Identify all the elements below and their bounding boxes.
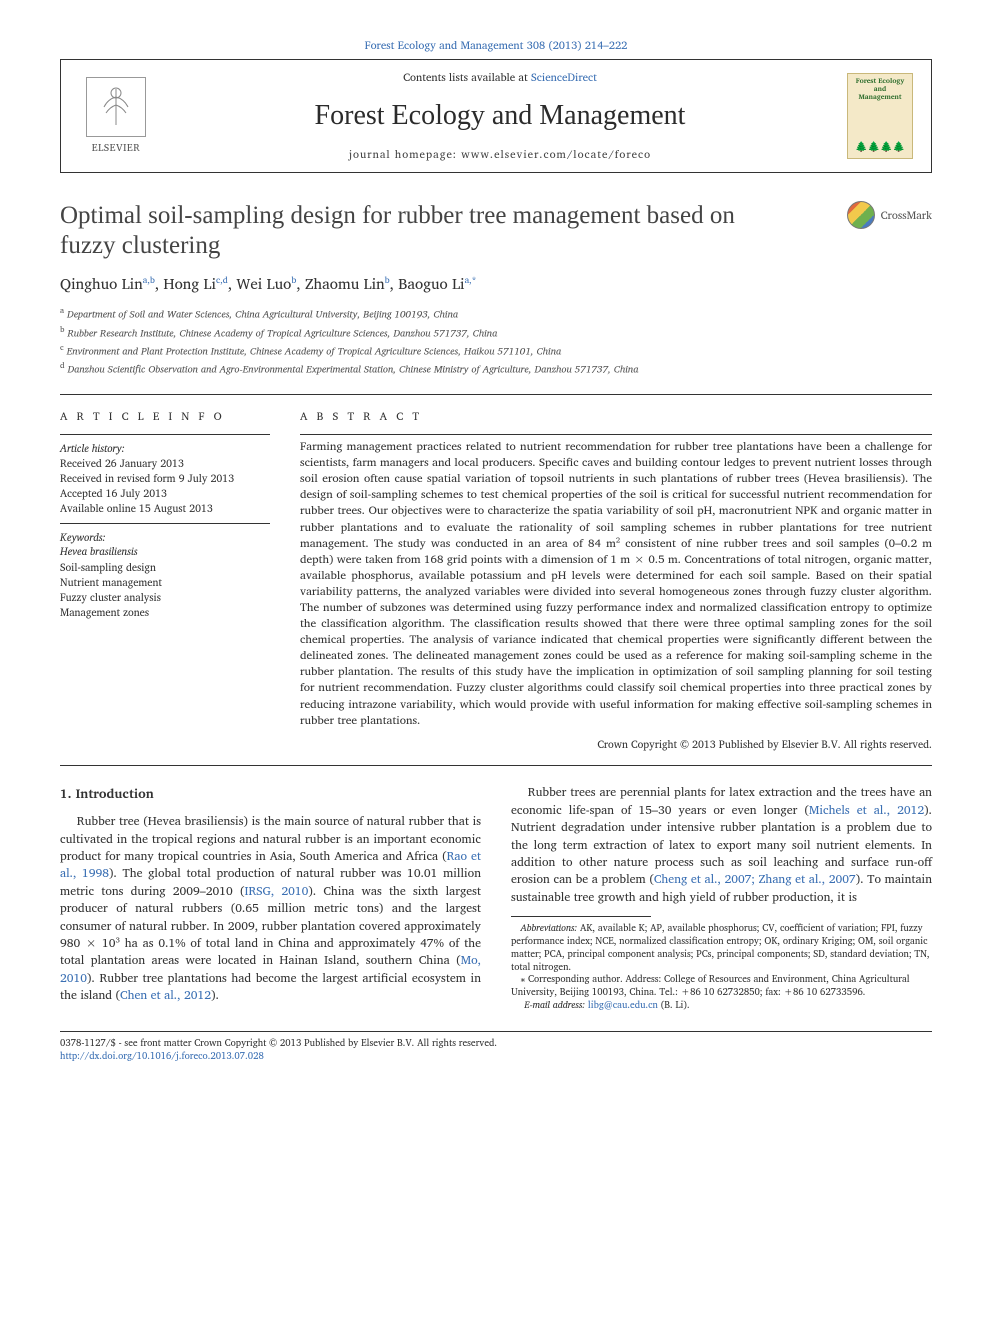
affiliations-block: a Department of Soil and Water Sciences,… [60, 304, 932, 377]
abstract-body: Farming management practices related to … [300, 439, 932, 729]
affiliation-b: b Rubber Research Institute, Chinese Aca… [60, 323, 932, 341]
homepage-prefix: journal homepage: [349, 145, 461, 163]
section-1-heading: 1. Introduction [60, 784, 481, 803]
abbreviations-footnote: Abbreviations: AK, available K; AP, avai… [511, 923, 932, 974]
ref-cheng-zhang-2007[interactable]: Cheng et al., 2007; Zhang et al., 2007 [654, 870, 856, 889]
crossmark-icon [847, 201, 875, 229]
authors-line: Qinghuo Lina,b, Hong Lic,d, Wei Luob, Zh… [60, 273, 932, 294]
elsevier-tree-icon [86, 77, 146, 137]
affiliation-d: d Danzhou Scientific Observation and Agr… [60, 359, 932, 377]
sciencedirect-link[interactable]: ScienceDirect [531, 68, 597, 86]
affiliation-c: c Environment and Plant Protection Insti… [60, 341, 932, 359]
corresponding-email-link[interactable]: libg@cau.edu.cn [588, 998, 658, 1013]
abstract-column: A B S T R A C T Farming management pract… [300, 409, 932, 752]
cover-thumb-title: Forest Ecology and Management [852, 78, 908, 101]
page-footer-block: 0378-1127/$ - see front matter Crown Cop… [60, 1031, 932, 1064]
journal-ref-name: Forest Ecology and Management [365, 36, 524, 54]
journal-reference-line: Forest Ecology and Management 308 (2013)… [60, 38, 932, 53]
journal-title: Forest Ecology and Management [165, 96, 835, 135]
article-title: Optimal soil-sampling design for rubber … [60, 201, 760, 261]
article-info-column: A R T I C L E I N F O Article history: R… [60, 409, 270, 752]
homepage-line: journal homepage: www.elsevier.com/locat… [165, 147, 835, 162]
footnotes-block: Abbreviations: AK, available K; AP, avai… [511, 923, 932, 1013]
author-2: Hong Lic,d [163, 271, 227, 296]
abstract-copyright: Crown Copyright © 2013 Published by Else… [300, 737, 932, 752]
corresponding-footnote: ⁎ Corresponding author. Address: College… [511, 974, 932, 1000]
author-1: Qinghuo Lina,b [60, 271, 155, 296]
affiliation-a: a Department of Soil and Water Sciences,… [60, 304, 932, 322]
email-footnote: E-mail address: libg@cau.edu.cn (B. Li). [511, 1000, 932, 1013]
abstract-rule [300, 434, 932, 435]
crossmark-label: CrossMark [881, 208, 932, 223]
journal-header-block: ELSEVIER Contents lists available at Sci… [60, 59, 932, 173]
author-3: Wei Luob [236, 271, 296, 296]
crossmark-badge[interactable]: CrossMark [847, 201, 932, 229]
ref-chen-2012[interactable]: Chen et al., 2012 [120, 986, 211, 1005]
ref-irsg-2010[interactable]: IRSG, 2010 [244, 882, 308, 901]
ref-michels-2012[interactable]: Michels et al., 2012 [809, 801, 924, 820]
journal-cover-thumbnail: Forest Ecology and Management 🌲🌲🌲🌲 [847, 73, 913, 159]
doi-link[interactable]: http://dx.doi.org/10.1016/j.foreco.2013.… [60, 1049, 264, 1064]
corresponding-star-icon: * [472, 272, 477, 287]
publisher-name: ELSEVIER [92, 141, 140, 155]
journal-ref-link[interactable]: Forest Ecology and Management 308 (2013)… [365, 36, 628, 54]
publisher-logo: ELSEVIER [79, 72, 153, 160]
abstract-heading: A B S T R A C T [300, 409, 932, 424]
intro-para-2: Rubber trees are perennial plants for la… [511, 784, 932, 906]
contents-prefix: Contents lists available at [403, 68, 531, 86]
footnote-separator [511, 916, 651, 917]
keyword-5: Management zones [60, 605, 270, 620]
cover-trees-icon: 🌲🌲🌲🌲 [855, 140, 905, 154]
author-4: Zhaomu Linb [305, 271, 390, 296]
author-5: Baoguo Lia,* [398, 271, 476, 296]
journal-ref-volpages: 308 (2013) 214–222 [527, 36, 628, 54]
homepage-url: www.elsevier.com/locate/foreco [461, 145, 651, 163]
header-center: Contents lists available at ScienceDirec… [165, 70, 835, 162]
contents-line: Contents lists available at ScienceDirec… [165, 70, 835, 85]
history-4: Available online 15 August 2013 [60, 501, 270, 516]
article-body: 1. Introduction Rubber tree (Hevea brasi… [60, 765, 932, 1012]
article-info-heading: A R T I C L E I N F O [60, 409, 270, 424]
intro-para-1: Rubber tree (Hevea brasiliensis) is the … [60, 813, 481, 1004]
